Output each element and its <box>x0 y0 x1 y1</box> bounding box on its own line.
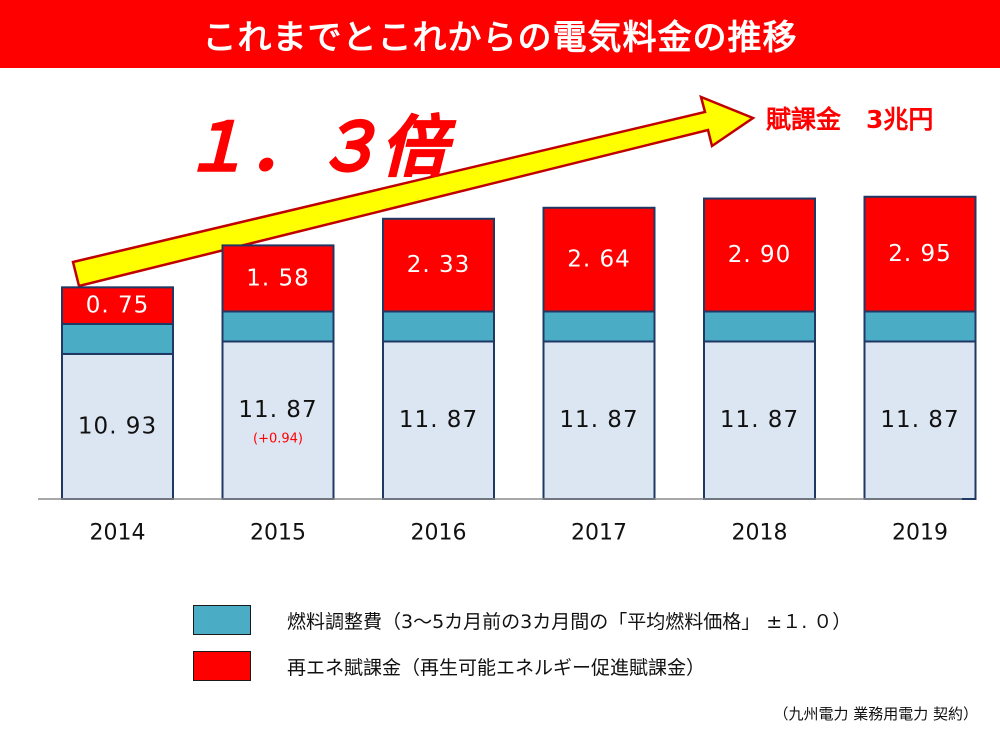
fuel-adjustment-segment <box>703 310 816 343</box>
renewable-levy-segment <box>703 197 816 313</box>
x-tick-label: 2018 <box>732 521 788 546</box>
base-rate-segment <box>61 352 174 500</box>
fuel-adjustment-segment <box>221 310 335 343</box>
legend-item-renewable-levy: 再エネ賦課金（再生可能エネルギー促進賦課金） <box>193 651 705 681</box>
legend-swatch-fuel-adjustment <box>193 605 251 635</box>
x-tick-label: 2014 <box>90 521 146 546</box>
renewable-levy-value-label: 2. 64 <box>567 247 631 273</box>
levy-target-label: 賦課金 3兆円 <box>766 105 933 134</box>
base-rate-value-label: 11. 87 <box>559 407 638 433</box>
renewable-levy-segment <box>61 286 174 325</box>
fuel-adjustment-segment <box>863 310 977 343</box>
slide-title: これまでとこれからの電気料金の推移 <box>0 0 1000 68</box>
legend-item-fuel-adjustment: 燃料調整費（3～5カ月前の3カ月間の「平均燃料価格」 ±１. ０） <box>193 605 851 635</box>
base-rate-segment <box>382 340 495 500</box>
base-rate-segment <box>221 340 335 500</box>
fuel-adjustment-segment <box>542 310 656 343</box>
renewable-levy-segment <box>382 217 495 313</box>
base-rate-value-label: 11. 87 <box>880 407 959 433</box>
base-rate-value-label: 10. 93 <box>78 413 157 439</box>
renewable-levy-segment <box>221 244 335 313</box>
growth-arrow-icon <box>71 94 756 288</box>
x-tick-label: 2017 <box>571 521 627 546</box>
base-rate-value-label: 11. 87 <box>399 407 478 433</box>
legend-swatch-renewable-levy <box>193 651 251 681</box>
base-rate-segment <box>542 340 656 500</box>
source-note: （九州電力 業務用電力 契約） <box>773 705 978 723</box>
fuel-adjustment-segment <box>382 310 495 343</box>
renewable-levy-segment <box>542 206 656 313</box>
renewable-levy-value-label: 2. 95 <box>888 241 952 267</box>
increase-annotation: (+0.94) <box>253 432 303 447</box>
renewable-levy-value-label: 2. 90 <box>728 242 792 268</box>
x-tick-label: 2015 <box>250 521 306 546</box>
legend-label-renewable-levy: 再エネ賦課金（再生可能エネルギー促進賦課金） <box>287 656 706 679</box>
x-tick-label: 2016 <box>411 521 467 546</box>
renewable-levy-value-label: 0. 75 <box>86 293 150 319</box>
base-rate-value-label: 11. 87 <box>720 407 799 433</box>
x-tick-label: 2019 <box>892 521 948 546</box>
renewable-levy-segment <box>863 195 977 313</box>
legend-label-fuel-adjustment: 燃料調整費（3～5カ月前の3カ月間の「平均燃料価格」 ±１. ０） <box>287 610 852 633</box>
renewable-levy-value-label: 1. 58 <box>246 265 310 291</box>
base-rate-value-label: 11. 87 <box>238 397 317 423</box>
renewable-levy-value-label: 2. 33 <box>407 252 471 278</box>
multiplier-label: １．３倍 <box>183 109 456 186</box>
fuel-adjustment-segment <box>61 322 174 355</box>
